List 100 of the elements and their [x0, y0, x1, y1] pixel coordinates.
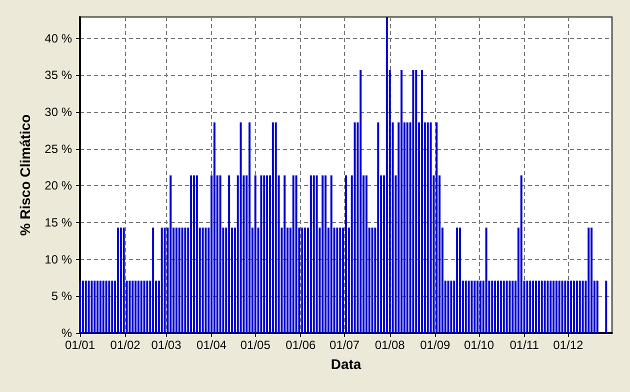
bar	[190, 175, 192, 333]
bar	[312, 175, 315, 333]
bar	[502, 280, 505, 333]
bar	[94, 280, 96, 333]
y-tick-label: 30 %	[44, 105, 72, 120]
bar	[128, 280, 131, 333]
bar	[99, 280, 102, 333]
bar	[540, 280, 543, 333]
bar	[292, 175, 294, 333]
x-tick-label: 01/06	[286, 338, 316, 352]
bar	[535, 280, 537, 333]
bar	[181, 228, 184, 333]
x-tick-label: 01/05	[240, 338, 271, 352]
bar	[310, 175, 312, 333]
bar	[576, 280, 578, 333]
x-tick-label: 01/01	[64, 338, 96, 352]
bar	[228, 175, 230, 333]
bar	[137, 280, 140, 333]
bar	[506, 280, 508, 333]
bar	[546, 280, 549, 333]
y-tick-label: %	[61, 326, 72, 340]
bar	[494, 280, 496, 333]
bar	[254, 175, 256, 333]
bar	[354, 122, 356, 333]
bar	[152, 228, 154, 333]
bar	[371, 228, 374, 333]
bar	[316, 175, 318, 333]
bar	[164, 228, 166, 333]
bar	[497, 280, 499, 333]
bar	[436, 122, 438, 333]
bar	[301, 228, 304, 333]
y-tick-label: 20 %	[44, 178, 72, 193]
bar	[96, 280, 99, 333]
bar	[400, 70, 403, 333]
x-tick-label: 01/07	[330, 338, 360, 352]
bar	[345, 175, 347, 333]
bar	[538, 280, 540, 333]
bar	[204, 228, 207, 333]
bar	[196, 175, 198, 333]
bar	[120, 228, 122, 333]
bar	[295, 175, 298, 333]
bar	[143, 280, 146, 333]
bar	[456, 228, 458, 333]
bar	[240, 122, 242, 333]
bar	[552, 280, 555, 333]
y-tick-label: 5 %	[51, 289, 72, 304]
bar	[260, 175, 262, 333]
bar	[605, 280, 608, 333]
bar	[184, 228, 186, 333]
y-tick-label: 25 %	[44, 142, 72, 156]
bar	[111, 280, 114, 333]
bar	[213, 122, 216, 333]
bar	[596, 280, 598, 333]
bar	[79, 280, 81, 333]
y-tick-label: 35 %	[44, 68, 72, 82]
x-tick-label: 01/02	[110, 338, 141, 352]
bar	[567, 280, 570, 333]
bar	[485, 228, 488, 333]
bar	[500, 280, 502, 333]
bar	[508, 280, 511, 333]
bar	[178, 228, 180, 333]
bar	[272, 122, 274, 333]
bar	[558, 280, 560, 333]
bar	[550, 280, 552, 333]
bar	[464, 280, 467, 333]
bar	[146, 280, 148, 333]
bar	[468, 280, 470, 333]
y-tick-label: 10 %	[44, 252, 72, 266]
bar	[339, 228, 342, 333]
bar	[193, 175, 195, 333]
bar	[263, 175, 266, 333]
bar	[526, 280, 528, 333]
bar	[284, 175, 286, 333]
bar	[588, 228, 590, 333]
bar	[386, 17, 388, 333]
x-tick-label: 01/08	[374, 338, 406, 352]
bar	[421, 70, 423, 333]
bar	[102, 280, 104, 333]
y-axis-title: % Risco Climático	[17, 114, 33, 236]
x-tick-label: 01/03	[151, 338, 182, 352]
bar	[430, 122, 432, 333]
bar	[132, 280, 134, 333]
bar	[274, 122, 277, 333]
bar	[90, 280, 93, 333]
bar	[447, 280, 450, 333]
bar	[105, 280, 108, 333]
bar	[330, 175, 332, 333]
bar	[520, 175, 522, 333]
bar	[324, 175, 327, 333]
bar	[590, 228, 593, 333]
bar	[377, 122, 380, 333]
bar	[570, 280, 572, 333]
x-tick-label: 01/11	[510, 338, 540, 352]
bar	[140, 280, 142, 333]
bar	[304, 228, 306, 333]
bar	[248, 122, 251, 333]
bar	[529, 280, 532, 333]
bar	[175, 228, 178, 333]
bar	[564, 280, 566, 333]
bar	[84, 280, 87, 333]
